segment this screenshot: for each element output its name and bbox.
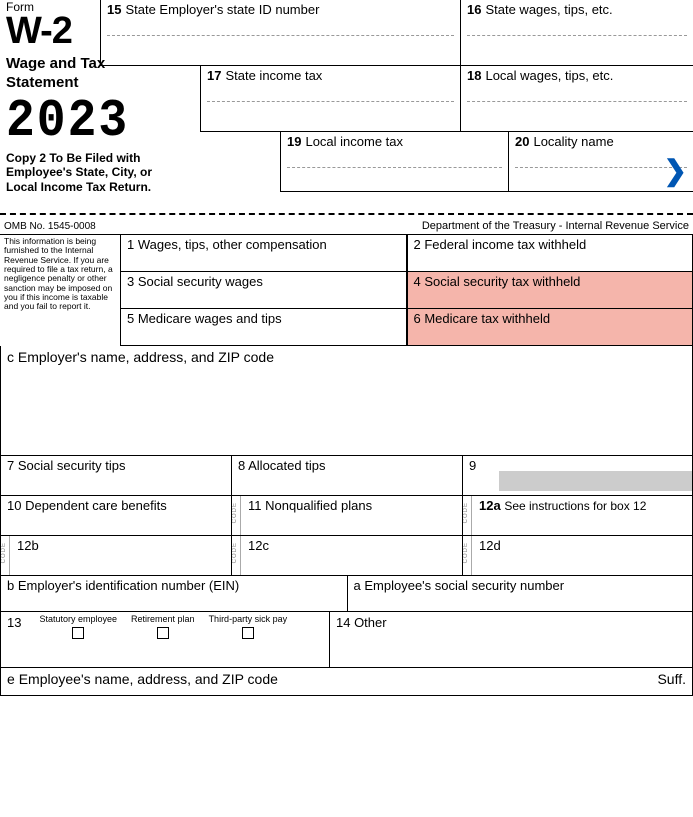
- box-13: 13 Statutory employee Retirement plan Th…: [0, 612, 330, 668]
- box-c-label: Employer's name, address, and ZIP code: [18, 349, 274, 365]
- copy-note: Copy 2 To Be Filed with Employee's State…: [6, 151, 186, 194]
- box-19-num: 19: [287, 134, 301, 149]
- box-15-label: State Employer's state ID number: [125, 2, 319, 17]
- code-strip-label: CODE: [232, 502, 238, 523]
- boxes-1-6-grid: This information is being furnished to t…: [0, 235, 693, 346]
- checkbox-box[interactable]: [72, 627, 84, 639]
- box-17: 17 State income tax: [200, 66, 460, 132]
- label-statutory: Statutory employee: [39, 615, 117, 624]
- box-6: 6 Medicare tax withheld: [407, 309, 693, 346]
- box-16-num: 16: [467, 2, 481, 17]
- box-18: 18 Local wages, tips, etc.: [460, 66, 693, 132]
- box-9-num: 9: [469, 458, 476, 473]
- box-16: 16 State wages, tips, etc.: [460, 0, 693, 66]
- box-b-label: Employer's identification number (EIN): [18, 578, 239, 593]
- box-12d: CODE 12d: [462, 536, 693, 576]
- label-thirdparty: Third-party sick pay: [209, 615, 288, 624]
- box-1: 1 Wages, tips, other compensation: [120, 235, 407, 272]
- checkbox-box[interactable]: [157, 627, 169, 639]
- box-b: b Employer's identification number (EIN): [0, 576, 347, 612]
- checkbox-retirement[interactable]: Retirement plan: [131, 615, 195, 664]
- omb-row: OMB No. 1545-0008 Department of the Trea…: [0, 215, 693, 235]
- box-c-num: c: [7, 349, 14, 365]
- label-retirement: Retirement plan: [131, 615, 195, 624]
- row-12b-12c-12d: CODE 12b CODE 12c CODE 12d: [0, 536, 693, 576]
- box-2: 2 Federal income tax withheld: [407, 235, 693, 272]
- box-7: 7 Social security tips: [0, 456, 231, 496]
- top-section: Form W-2 Wage and Tax Statement 2023 Cop…: [0, 0, 693, 215]
- box-10: 10 Dependent care benefits: [0, 496, 231, 536]
- box-12a-num: 12a: [479, 498, 501, 513]
- code-strip-label: CODE: [463, 542, 469, 563]
- code-strip-label: CODE: [1, 542, 7, 563]
- box-e: e Employee's name, address, and ZIP code…: [0, 668, 693, 696]
- box-18-num: 18: [467, 68, 481, 83]
- box-13-num: 13: [7, 615, 21, 664]
- box-b-num: b: [7, 578, 14, 593]
- box-20-label: Locality name: [533, 134, 613, 149]
- box-19-label: Local income tax: [305, 134, 403, 149]
- code-strip-label: CODE: [463, 502, 469, 523]
- box-12d-label: 12d: [479, 538, 501, 553]
- box-e-label: Employee's name, address, and ZIP code: [19, 671, 278, 687]
- box-a: a Employee's social security number: [347, 576, 693, 612]
- box-4: 4 Social security tax withheld: [407, 272, 693, 309]
- box-20-num: 20: [515, 134, 529, 149]
- box-17-label: State income tax: [225, 68, 322, 83]
- box-12c-label: 12c: [248, 538, 269, 553]
- box-e-num: e: [7, 671, 15, 687]
- box-15-num: 15: [107, 2, 121, 17]
- box-a-label: Employee's social security number: [364, 578, 564, 593]
- box-18-label: Local wages, tips, etc.: [485, 68, 613, 83]
- box-12a-label: See instructions for box 12: [504, 499, 646, 513]
- box-e-suff: Suff.: [657, 671, 686, 692]
- row-10-11-12a: 10 Dependent care benefits CODE 11 Nonqu…: [0, 496, 693, 536]
- box-12a: CODE 12a See instructions for box 12: [462, 496, 693, 536]
- box-11-label: 11 Nonqualified plans: [248, 498, 372, 513]
- box-14: 14 Other: [330, 612, 693, 668]
- tax-year: 2023: [6, 92, 186, 151]
- checkbox-statutory[interactable]: Statutory employee: [39, 615, 117, 664]
- box-9: 9: [462, 456, 693, 496]
- box-12b: CODE 12b: [0, 536, 231, 576]
- box-17-num: 17: [207, 68, 221, 83]
- box-19: 19 Local income tax: [280, 132, 508, 192]
- row-13-14: 13 Statutory employee Retirement plan Th…: [0, 612, 693, 668]
- row-b-a: b Employer's identification number (EIN)…: [0, 576, 693, 612]
- dept-label: Department of the Treasury - Internal Re…: [120, 218, 693, 235]
- code-strip-label: CODE: [232, 542, 238, 563]
- box-16-label: State wages, tips, etc.: [485, 2, 612, 17]
- row-7-8-9: 7 Social security tips 8 Allocated tips …: [0, 456, 693, 496]
- box-5: 5 Medicare wages and tips: [120, 309, 407, 346]
- w2-form: Form W-2 Wage and Tax Statement 2023 Cop…: [0, 0, 693, 696]
- box-11: CODE 11 Nonqualified plans: [231, 496, 462, 536]
- form-title-line2: Statement: [6, 74, 186, 91]
- box-8: 8 Allocated tips: [231, 456, 462, 496]
- box-12b-label: 12b: [17, 538, 39, 553]
- box-3: 3 Social security wages: [120, 272, 407, 309]
- box-12c: CODE 12c: [231, 536, 462, 576]
- omb-number: OMB No. 1545-0008: [0, 219, 120, 235]
- box-15: 15 State Employer's state ID number: [100, 0, 460, 66]
- checkbox-thirdparty[interactable]: Third-party sick pay: [209, 615, 288, 664]
- irs-side-note: This information is being furnished to t…: [0, 235, 120, 346]
- continue-arrow-icon: ❯: [664, 154, 687, 187]
- box-c: c Employer's name, address, and ZIP code: [0, 346, 693, 456]
- box-a-num: a: [354, 578, 361, 593]
- checkbox-box[interactable]: [242, 627, 254, 639]
